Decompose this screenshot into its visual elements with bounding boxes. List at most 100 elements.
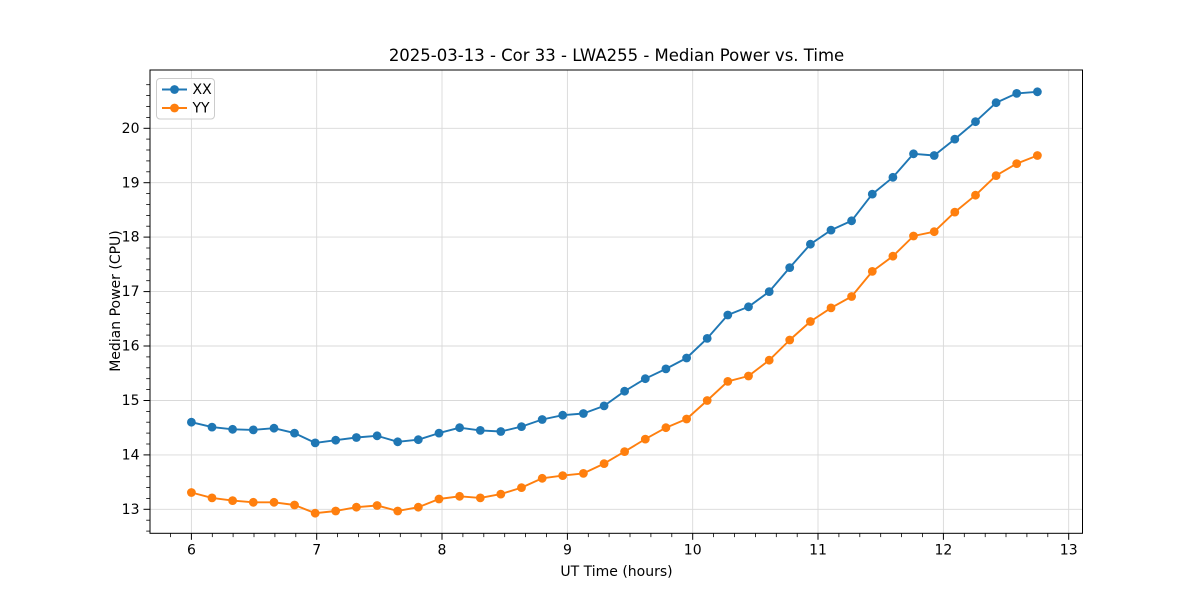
x-tick-label: 6	[187, 542, 196, 558]
data-point-yy	[352, 502, 361, 512]
data-point-xx	[537, 415, 547, 424]
data-point-xx	[764, 287, 774, 296]
legend-marker	[170, 103, 179, 113]
data-point-xx	[702, 334, 712, 343]
data-point-yy	[723, 377, 733, 386]
data-point-xx	[929, 151, 939, 160]
series-line-yy	[190, 154, 1039, 515]
data-point-xx	[682, 353, 691, 363]
data-point-xx	[434, 428, 444, 438]
data-point-yy	[806, 317, 815, 326]
data-point-xx	[290, 428, 299, 438]
data-point-yy	[764, 355, 774, 365]
data-point-yy	[785, 335, 795, 345]
data-point-xx	[661, 364, 671, 374]
data-point-yy	[744, 371, 753, 381]
data-point-xx	[620, 386, 629, 396]
data-point-yy	[558, 471, 568, 480]
y-tick-label: 18	[122, 230, 140, 246]
x-tick-label: 8	[438, 542, 447, 558]
data-point-xx	[269, 423, 279, 433]
data-point-xx	[248, 425, 258, 435]
data-point-yy	[331, 506, 341, 516]
x-tick-label: 13	[1060, 542, 1078, 558]
data-point-xx	[310, 438, 320, 448]
data-point-yy	[991, 171, 1001, 181]
data-point-yy	[888, 251, 898, 261]
data-point-xx	[517, 422, 526, 431]
data-point-yy	[640, 434, 650, 444]
data-point-yy	[187, 488, 196, 497]
data-point-xx	[331, 435, 341, 445]
x-tick-label: 12	[934, 542, 952, 558]
y-tick-label: 15	[122, 393, 140, 409]
data-point-yy	[620, 447, 629, 456]
y-tick-label: 20	[122, 121, 140, 137]
data-point-xx	[806, 239, 815, 249]
chart-title: 2025-03-13 - Cor 33 - LWA255 - Median Po…	[388, 46, 845, 65]
data-point-xx	[599, 401, 609, 411]
data-point-xx	[352, 433, 361, 442]
x-tick-label: 9	[563, 542, 572, 558]
data-point-yy	[867, 267, 877, 276]
data-point-xx	[558, 410, 568, 420]
data-point-yy	[599, 459, 609, 468]
data-point-xx	[950, 134, 960, 144]
data-point-xx	[207, 422, 217, 432]
data-point-yy	[826, 303, 836, 313]
data-point-xx	[1033, 87, 1042, 97]
data-point-yy	[413, 502, 423, 512]
data-point-xx	[971, 117, 980, 127]
data-point-xx	[413, 435, 423, 445]
data-point-yy	[517, 483, 526, 492]
y-tick-label: 19	[122, 175, 140, 191]
data-point-xx	[826, 225, 836, 235]
data-point-yy	[393, 506, 403, 516]
data-point-xx	[579, 409, 588, 418]
data-point-yy	[455, 491, 464, 501]
data-point-yy	[248, 497, 258, 507]
data-point-xx	[785, 263, 795, 272]
plot-border	[149, 69, 1083, 534]
series-line-xx	[190, 90, 1039, 444]
x-tick-label: 7	[312, 542, 321, 558]
data-point-xx	[867, 189, 877, 199]
data-point-yy	[372, 501, 382, 510]
data-point-yy	[228, 496, 238, 505]
data-point-yy	[702, 396, 712, 405]
data-point-yy	[682, 414, 691, 424]
data-point-xx	[640, 374, 650, 384]
data-point-xx	[723, 310, 733, 320]
x-tick-label: 11	[809, 542, 827, 558]
data-point-xx	[847, 216, 856, 226]
y-tick-label: 13	[122, 502, 140, 518]
data-point-xx	[228, 424, 238, 434]
data-point-yy	[537, 473, 547, 483]
data-point-yy	[1012, 159, 1022, 169]
x-axis-label: UT Time (hours)	[560, 564, 673, 580]
data-point-yy	[929, 227, 939, 237]
data-point-yy	[909, 231, 918, 241]
data-point-xx	[909, 149, 918, 159]
y-axis-label: Median Power (CPU)	[108, 230, 124, 372]
legend-marker	[170, 85, 179, 94]
data-point-yy	[290, 500, 299, 510]
data-point-yy	[310, 508, 320, 518]
data-point-xx	[455, 423, 464, 433]
data-point-yy	[661, 423, 671, 433]
data-point-xx	[888, 172, 898, 182]
data-point-yy	[475, 493, 485, 503]
data-point-yy	[207, 493, 217, 503]
legend-label: XX	[193, 82, 213, 98]
data-point-xx	[475, 426, 485, 435]
data-point-yy	[496, 489, 506, 499]
data-point-xx	[393, 437, 403, 447]
data-point-xx	[991, 98, 1001, 108]
data-point-yy	[579, 469, 588, 478]
data-point-yy	[971, 190, 980, 200]
y-tick-label: 14	[122, 448, 140, 464]
data-point-yy	[847, 292, 856, 301]
data-point-xx	[744, 302, 753, 312]
